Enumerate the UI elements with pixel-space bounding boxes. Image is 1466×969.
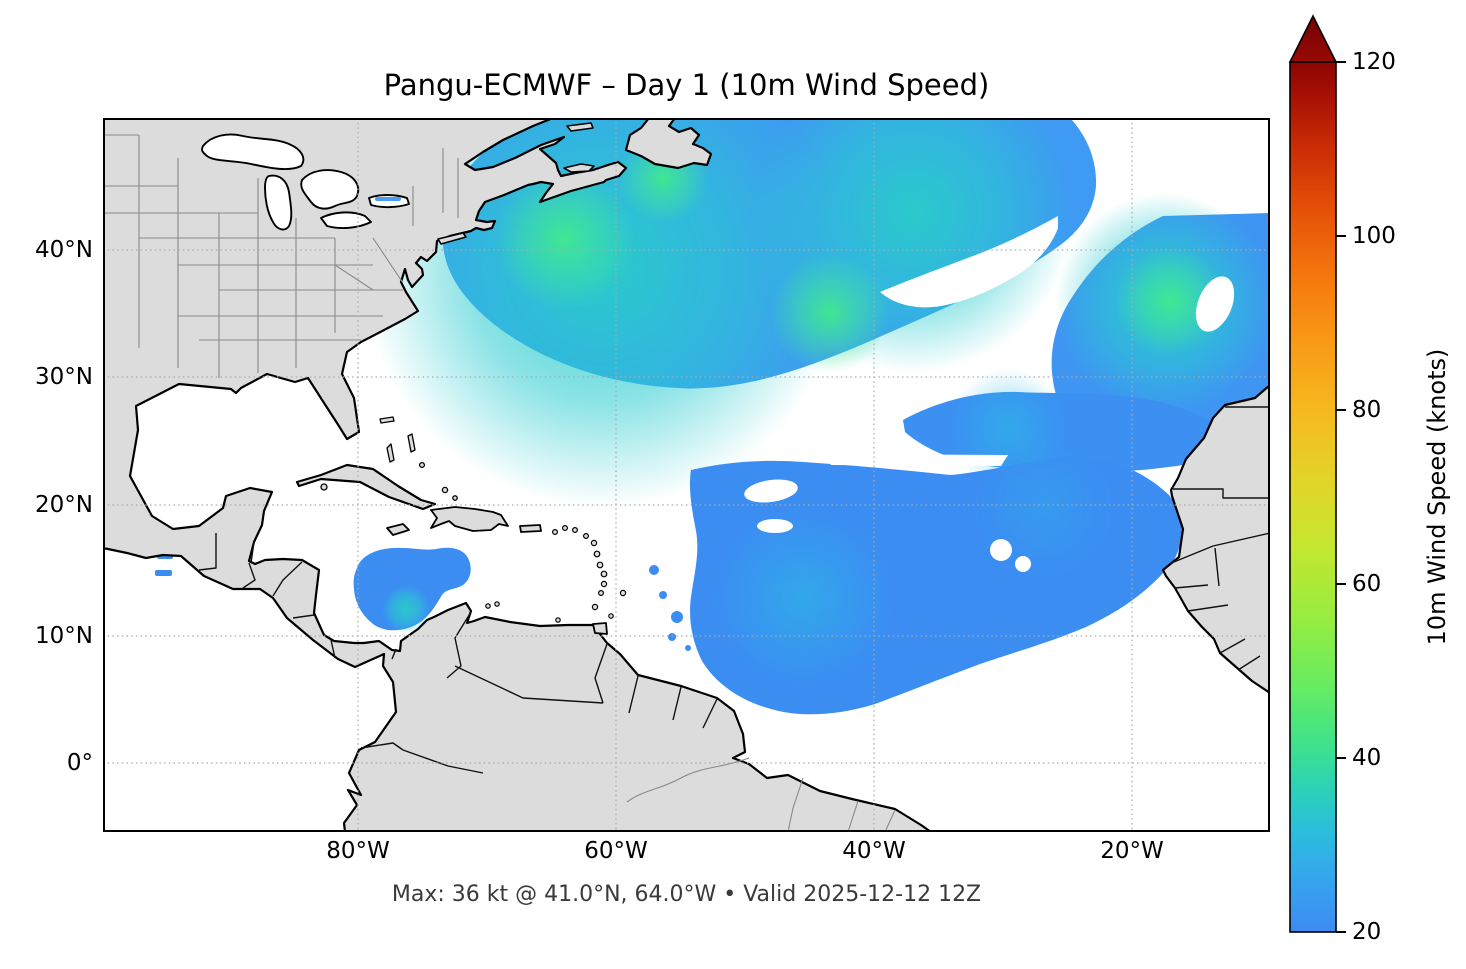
x-tick-20w: 20°W bbox=[1100, 838, 1164, 864]
colorbar-extend-arrow bbox=[1288, 14, 1338, 63]
wind-shading-layer bbox=[155, 118, 1270, 715]
y-tick-40n: 40°N bbox=[35, 237, 93, 263]
map-plot bbox=[103, 118, 1270, 832]
cb-tick-80: 80 bbox=[1352, 397, 1382, 423]
x-tick-40w: 40°W bbox=[842, 838, 906, 864]
cb-tick-20: 20 bbox=[1352, 919, 1382, 945]
x-tick-60w: 60°W bbox=[584, 838, 648, 864]
x-tick-80w: 80°W bbox=[326, 838, 390, 864]
land-layer bbox=[103, 118, 1270, 832]
country-borders bbox=[198, 406, 1270, 774]
cb-tick-40: 40 bbox=[1352, 745, 1382, 771]
state-borders bbox=[103, 134, 896, 832]
colorbar-tick-marks bbox=[1336, 61, 1346, 933]
colorbar bbox=[1288, 12, 1408, 937]
map-canvas bbox=[103, 118, 1270, 832]
cb-tick-100: 100 bbox=[1352, 223, 1396, 249]
colorbar-gradient-bar bbox=[1289, 61, 1337, 933]
y-tick-30n: 30°N bbox=[35, 364, 93, 390]
y-tick-0: 0° bbox=[66, 750, 93, 776]
subtitle-max-valid: Max: 36 kt @ 41.0°N, 64.0°W • Valid 2025… bbox=[391, 882, 982, 907]
gridlines bbox=[103, 118, 1270, 832]
y-tick-10n: 10°N bbox=[35, 623, 93, 649]
cb-tick-120: 120 bbox=[1352, 49, 1396, 75]
colorbar-axis-label: 10m Wind Speed (knots) bbox=[1423, 348, 1451, 646]
chart-title: Pangu-ECMWF – Day 1 (10m Wind Speed) bbox=[383, 68, 990, 102]
plot-frame bbox=[103, 118, 1270, 832]
y-tick-20n: 20°N bbox=[35, 492, 93, 518]
cb-tick-60: 60 bbox=[1352, 571, 1382, 597]
great-lakes bbox=[201, 133, 410, 231]
colorbar-canvas bbox=[1288, 14, 1346, 933]
